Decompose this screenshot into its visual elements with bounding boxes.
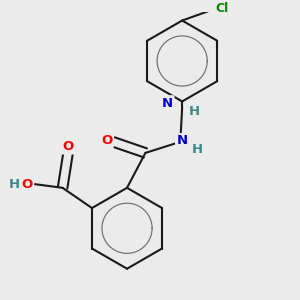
Text: H: H bbox=[189, 105, 200, 118]
Text: H: H bbox=[8, 178, 20, 191]
Text: O: O bbox=[101, 134, 112, 146]
Text: H: H bbox=[191, 143, 203, 156]
Text: Cl: Cl bbox=[215, 2, 228, 15]
Text: N: N bbox=[162, 97, 173, 110]
Text: N: N bbox=[177, 134, 188, 148]
Text: O: O bbox=[62, 140, 74, 153]
Text: O: O bbox=[21, 178, 32, 191]
